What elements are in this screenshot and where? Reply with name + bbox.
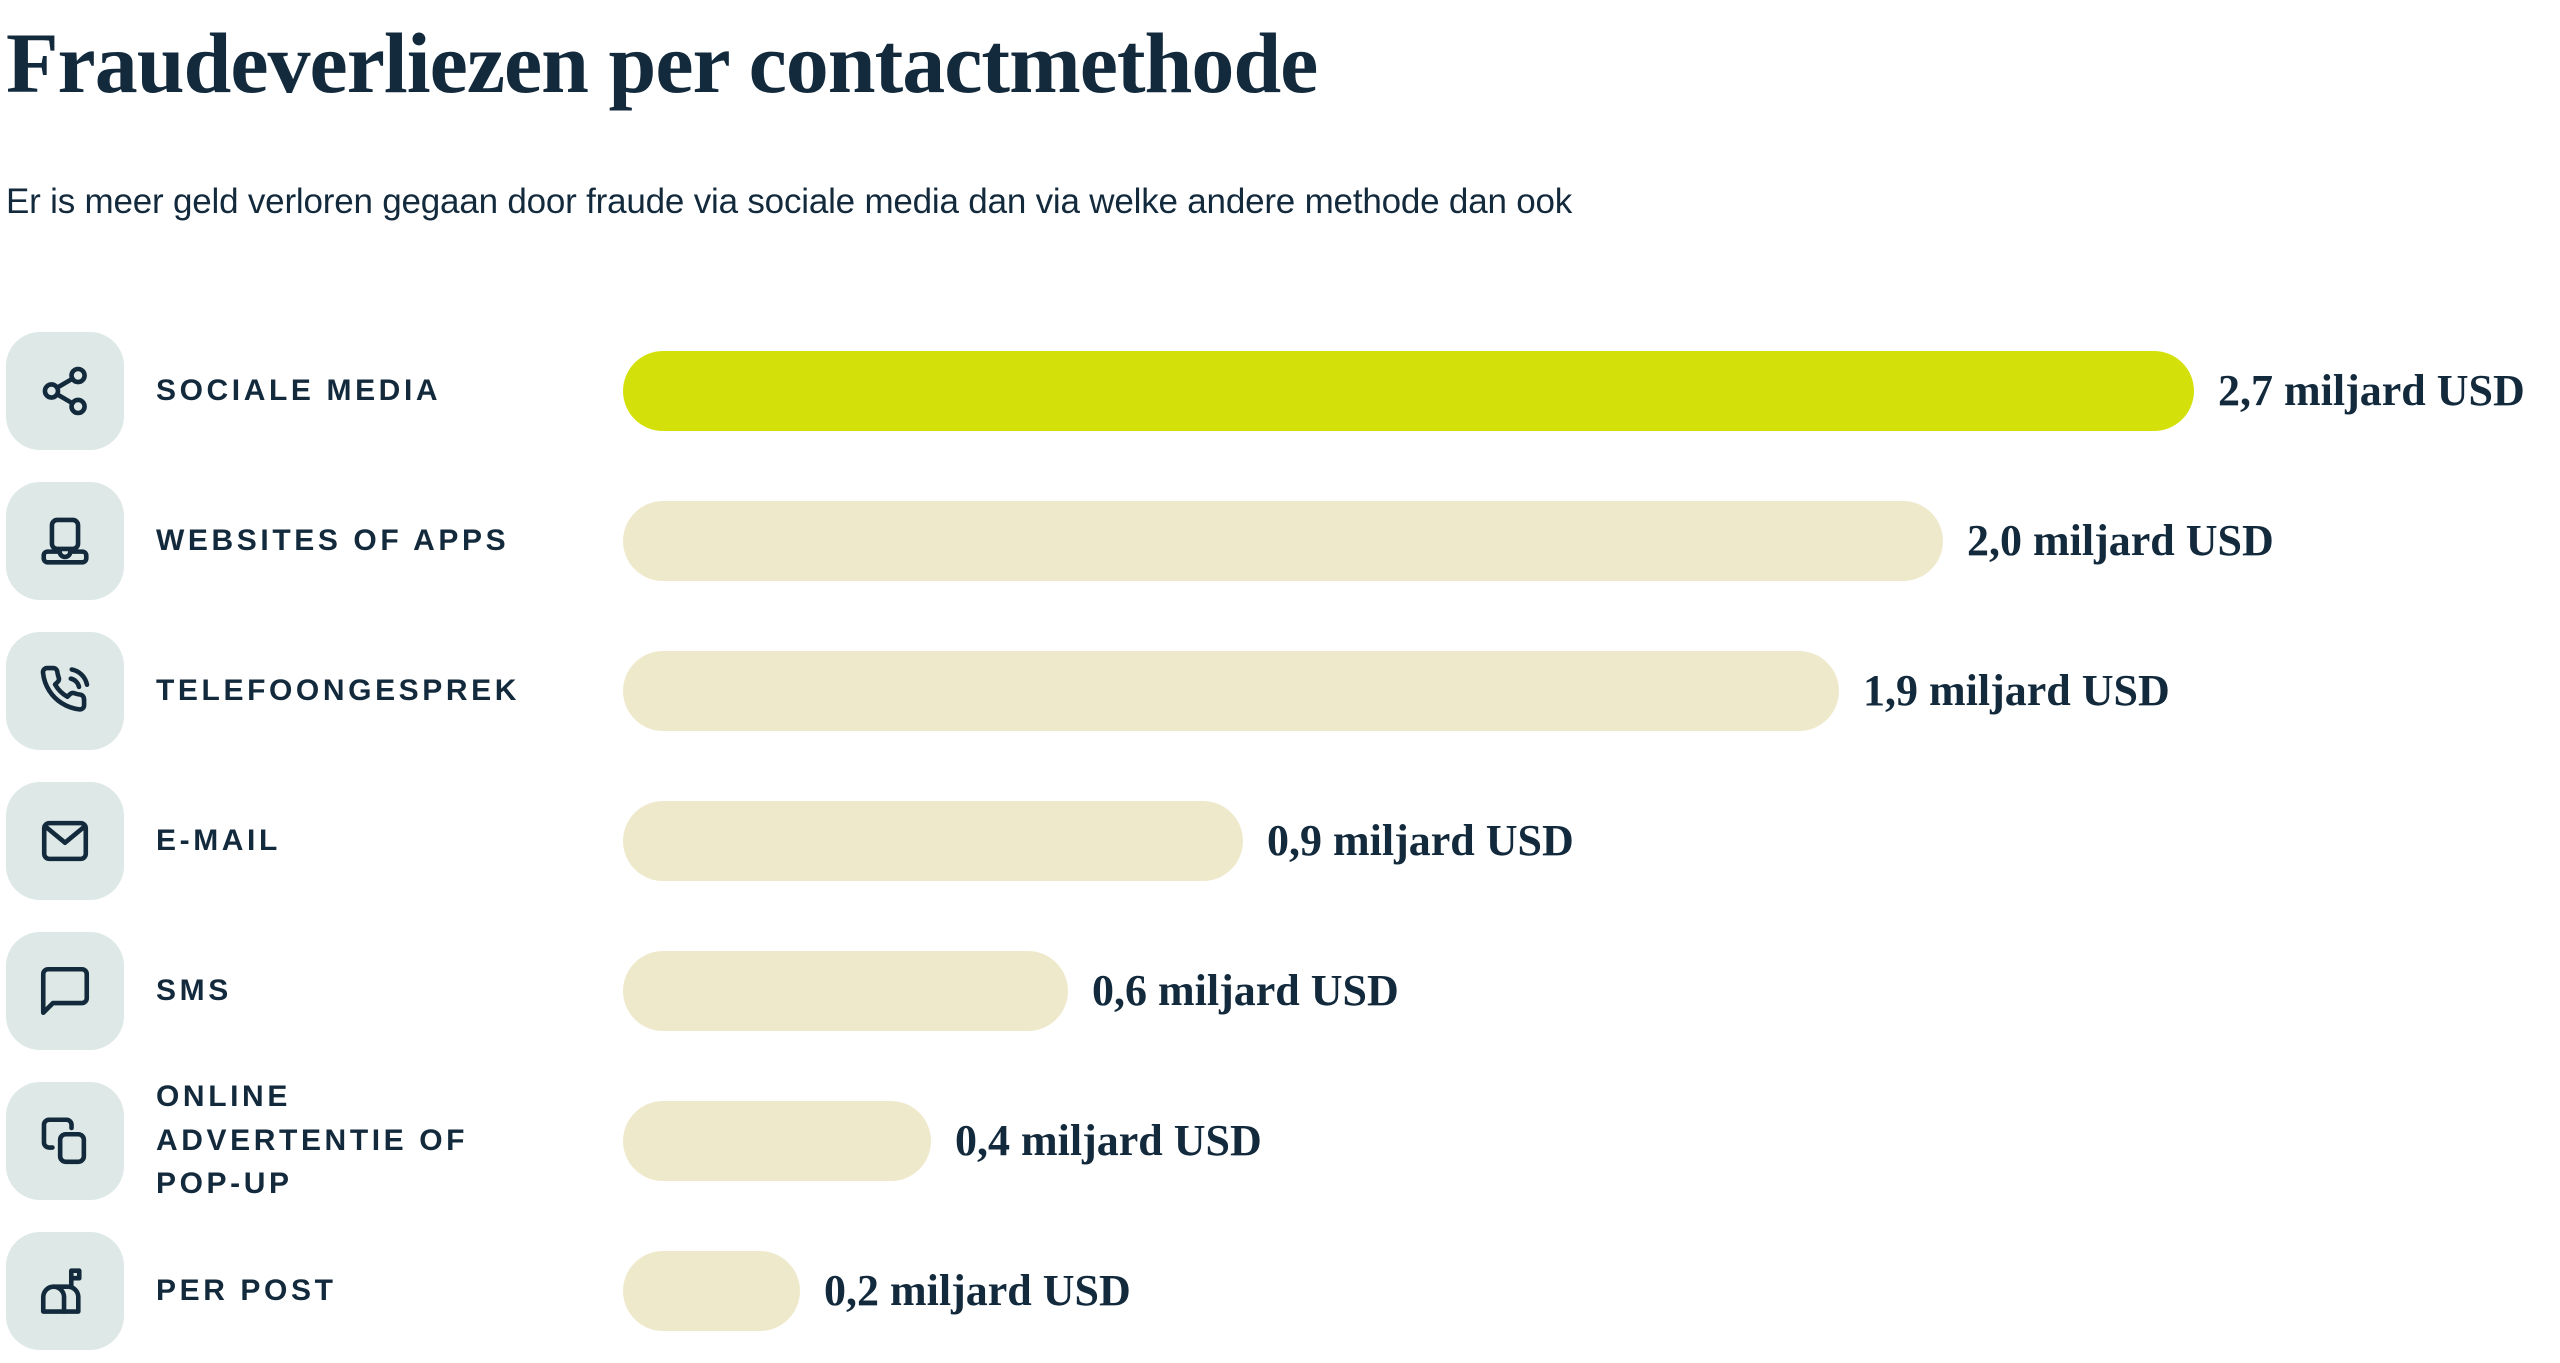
bar <box>623 1100 931 1181</box>
bar-track: 0,2 miljard USD <box>623 1250 1131 1331</box>
bar <box>623 800 1243 881</box>
bar-track: 2,7 miljard USD <box>623 350 2525 431</box>
category-icon-box <box>6 631 124 750</box>
bar-value-label: 0,2 miljard USD <box>824 1266 1131 1315</box>
category-icon-box <box>6 1081 124 1200</box>
laptop-icon <box>36 512 94 570</box>
chart-row: PER POST 0,2 miljard USD <box>6 1231 2560 1350</box>
category-label: ONLINE ADVERTENTIE OF POP-UP <box>156 1080 469 1201</box>
bar-value-label: 0,6 miljard USD <box>1092 966 1399 1015</box>
bar <box>623 350 2194 431</box>
chart-row: SOCIALE MEDIA 2,7 miljard USD <box>6 331 2560 450</box>
page-subtitle: Er is meer geld verloren gegaan door fra… <box>6 181 1573 221</box>
bar-value-label: 0,9 miljard USD <box>1267 816 1574 865</box>
category-icon-box <box>6 931 124 1050</box>
bar <box>623 650 1839 731</box>
bar-track: 0,9 miljard USD <box>623 800 1574 881</box>
bar-chart: SOCIALE MEDIA 2,7 miljard USD WEBSITES O… <box>6 331 2560 1350</box>
bar <box>623 950 1068 1031</box>
chart-row: ONLINE ADVERTENTIE OF POP-UP 0,4 miljard… <box>6 1080 2560 1200</box>
bar-value-label: 2,0 miljard USD <box>1967 516 2274 565</box>
bar <box>623 500 1943 581</box>
category-label: SMS <box>156 973 232 1007</box>
bar-value-label: 2,7 miljard USD <box>2218 366 2525 415</box>
category-icon-box <box>6 781 124 900</box>
category-label: E-MAIL <box>156 823 281 857</box>
bar <box>623 1250 800 1331</box>
bar-value-label: 1,9 miljard USD <box>1863 666 2170 715</box>
bar-track: 0,4 miljard USD <box>623 1100 1262 1181</box>
copy-icon <box>36 1112 94 1170</box>
category-icon-box <box>6 481 124 600</box>
category-icon-box <box>6 331 124 450</box>
chart-row: E-MAIL 0,9 miljard USD <box>6 781 2560 900</box>
bar-track: 0,6 miljard USD <box>623 950 1399 1031</box>
chart-row: TELEFOONGESPREK 1,9 miljard USD <box>6 631 2560 750</box>
chart-row: SMS 0,6 miljard USD <box>6 931 2560 1050</box>
category-label: PER POST <box>156 1273 337 1307</box>
bar-value-label: 0,4 miljard USD <box>955 1116 1262 1165</box>
mail-icon <box>36 812 94 870</box>
bar-track: 1,9 miljard USD <box>623 650 2170 731</box>
phone-call-icon <box>36 662 94 720</box>
category-label: WEBSITES OF APPS <box>156 523 510 557</box>
category-label: TELEFOONGESPREK <box>156 673 521 707</box>
message-bubble-icon <box>36 962 94 1020</box>
category-icon-box <box>6 1231 124 1350</box>
page-title: Fraudeverliezen per contactmethode <box>6 15 1318 111</box>
chart-row: WEBSITES OF APPS 2,0 miljard USD <box>6 481 2560 600</box>
bar-track: 2,0 miljard USD <box>623 500 2274 581</box>
mailbox-icon <box>36 1262 94 1320</box>
category-label: SOCIALE MEDIA <box>156 373 442 407</box>
share-icon <box>36 362 94 420</box>
